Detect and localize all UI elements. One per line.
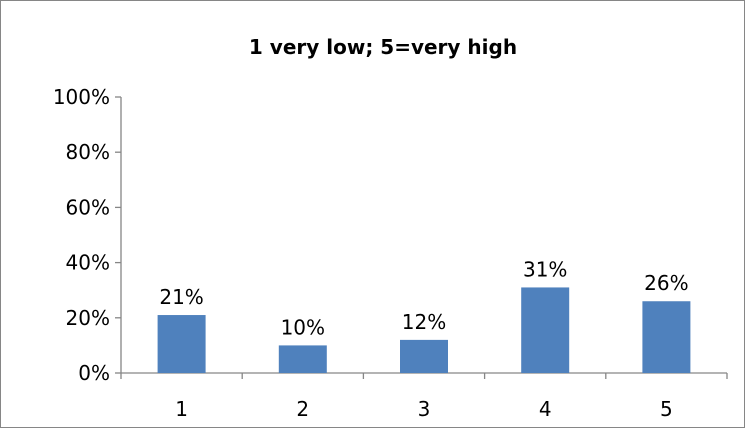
data-label: 31% [523, 257, 567, 281]
x-tick-label: 4 [539, 397, 552, 421]
bar [278, 345, 327, 373]
data-label: 10% [281, 315, 325, 339]
x-tick-label: 1 [175, 397, 188, 421]
data-label: 21% [159, 285, 203, 309]
data-label: 26% [644, 271, 688, 295]
data-labels: 21% 10% 12% 31% 26% [159, 257, 688, 339]
x-tick-label: 5 [660, 397, 673, 421]
x-tick-label: 2 [296, 397, 309, 421]
y-axis: 0% 20% 40% 60% 80% 100% [53, 85, 122, 385]
y-tick-label: 60% [66, 195, 110, 219]
x-tick-label: 3 [418, 397, 431, 421]
data-label: 12% [402, 310, 446, 334]
y-tick-label: 20% [66, 306, 110, 330]
y-tick-label: 0% [78, 361, 110, 385]
bar [521, 287, 570, 373]
bar [642, 301, 691, 373]
bar [157, 315, 206, 373]
bars [157, 287, 691, 373]
x-axis: 1 2 3 4 5 [120, 372, 728, 421]
y-tick-label: 80% [66, 140, 110, 164]
bar [400, 339, 448, 373]
chart-title: 1 very low; 5=very high [249, 35, 517, 59]
y-tick-label: 40% [66, 251, 110, 275]
y-tick-label: 100% [53, 85, 110, 109]
